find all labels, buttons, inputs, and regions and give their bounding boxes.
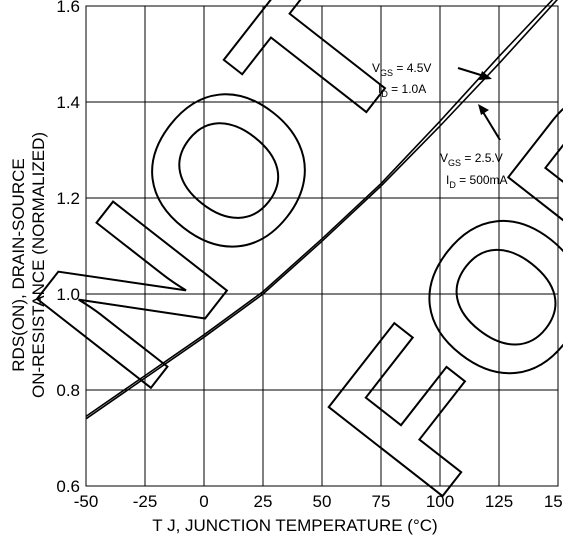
x-tick-label: 100 — [426, 492, 454, 511]
ann1-arrow-head — [479, 71, 492, 80]
ann2-arrow-head — [478, 104, 489, 115]
tick-labels: -50 -25 0 25 50 75 100 125 150 0.6 0.8 1.0 1.2 1.4 1.6 — [56, 0, 563, 511]
y-tick-label: 0.6 — [56, 477, 80, 496]
y-tick-label: 1.4 — [56, 93, 80, 112]
y-tick-label: 1.0 — [56, 285, 80, 304]
svg-text:ID = 500mA: ID = 500mA — [446, 173, 508, 190]
x-tick-label: 125 — [485, 492, 513, 511]
ann2-v-rest: = 2.5.V — [461, 151, 503, 165]
y-tick-label: 1.6 — [56, 0, 80, 16]
x-axis-title: T J, JUNCTION TEMPERATURE (°C) — [152, 516, 437, 535]
ann2-i-rest: = 500mA — [456, 173, 508, 187]
ann1-arrow-line — [457, 67, 485, 77]
x-tick-label: -50 — [74, 492, 99, 511]
ann2-i-sub: D — [449, 180, 456, 190]
annotation-vgs-2.5v: VGS = 2.5.V ID = 500mA — [440, 104, 508, 190]
x-tick-label: 0 — [199, 492, 208, 511]
ann1-v-sub: GS — [380, 68, 393, 78]
x-tick-label: 50 — [313, 492, 332, 511]
series-group — [85, 0, 558, 420]
ann1-v: V — [372, 61, 380, 75]
ann1-i: I — [378, 82, 381, 96]
svg-text:VGS = 4.5V: VGS = 4.5V — [372, 61, 431, 78]
series-line-1 — [85, 0, 558, 420]
x-tick-label: 150 — [544, 492, 563, 511]
ann2-v: V — [440, 151, 448, 165]
x-tick-label: 25 — [254, 492, 273, 511]
ann2-v-sub: GS — [448, 158, 461, 168]
ann1-i-rest: = 1.0A — [388, 82, 426, 96]
y-axis-title-line1: RDS(ON), DRAIN-SOURCE — [9, 158, 28, 371]
ann2-arrow-line — [482, 111, 501, 141]
series-line-2 — [85, 0, 554, 418]
svg-text:ID = 1.0A: ID = 1.0A — [378, 82, 426, 99]
y-tick-label: 1.2 — [56, 189, 80, 208]
ann1-i-sub: D — [381, 89, 388, 99]
plot-frame — [85, 5, 559, 487]
ann2-i: I — [446, 173, 449, 187]
annotation-vgs-4.5v: VGS = 4.5V ID = 1.0A — [372, 61, 492, 99]
ann1-v-rest: = 4.5V — [393, 61, 431, 75]
x-tick-label: 75 — [372, 492, 391, 511]
y-tick-label: 0.8 — [56, 381, 80, 400]
svg-text:VGS = 2.5.V: VGS = 2.5.V — [440, 151, 503, 168]
y-axis-title-line2: ON-RESISTANCE (NORMALIZED) — [29, 132, 48, 398]
x-tick-label: -25 — [133, 492, 158, 511]
